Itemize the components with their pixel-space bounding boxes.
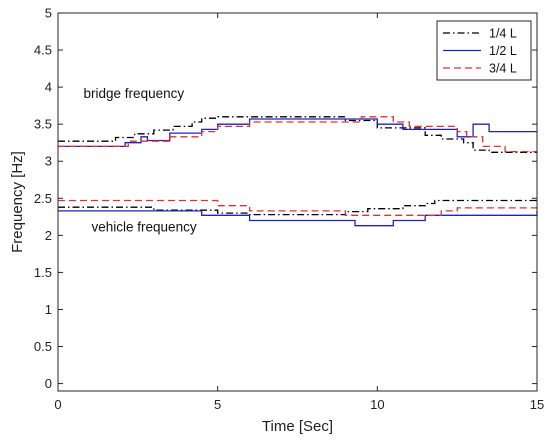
series-line-2-segment-1 [58,118,537,148]
series-line-3-segment-1 [58,116,537,153]
plot-lines [58,116,538,227]
x-tick-label-3: 15 [530,397,544,412]
legend-label-1: 1/4 L [489,27,517,41]
plot-frame [57,12,538,392]
y-tick-label-6: 3 [45,154,52,169]
legend: 1/4 L 1/2 L 3/4 L [436,20,532,81]
y-axis-label: Frequency [Hz] [9,151,26,253]
y-tick-label-1: 0.5 [34,339,52,354]
y-tick-label-8: 4 [45,80,52,95]
x-tick-label-2: 10 [370,397,384,412]
series-line-3-segment-2 [58,199,538,216]
legend-label-2: 1/2 L [489,44,517,58]
y-tick-label-7: 3.5 [34,117,52,132]
series-line-1-segment-1 [58,116,537,153]
y-tick-label-3: 1.5 [34,265,52,280]
axes-box [57,12,538,392]
y-tick-label-5: 2.5 [34,191,52,206]
annotation-2: vehicle frequency [92,220,197,235]
series-line-2-segment-2 [58,210,538,227]
x-tick-label-0: 0 [54,397,61,412]
y-tick-label-0: 0 [45,376,52,391]
y-tick-label-10: 5 [45,6,52,21]
y-tick-label-9: 4.5 [34,43,52,58]
y-tick-label-4: 2 [45,228,52,243]
series-line-1-segment-2 [58,199,537,216]
y-tick-label-2: 1 [45,302,52,317]
annotation-1: bridge frequency [84,86,185,101]
x-tick-label-1: 5 [214,397,221,412]
axis-ticks: 0 5 10 15 0 0.5 1 1.5 2 2.5 3 3.5 4 4.5 5 [34,6,544,413]
annotations: bridge frequency vehicle frequency [84,86,197,234]
legend-label-3: 3/4 L [489,62,517,76]
x-axis-label: Time [Sec] [262,418,333,435]
